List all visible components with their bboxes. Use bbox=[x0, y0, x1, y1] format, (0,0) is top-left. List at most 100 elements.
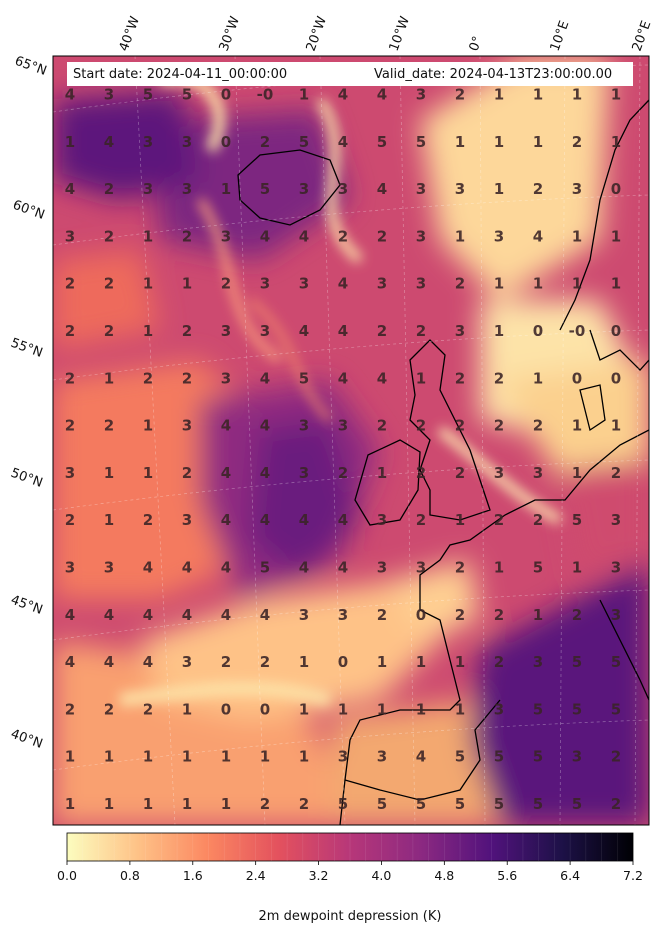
grid-value-label: 2 bbox=[416, 511, 426, 529]
colorbar-tick-label: 3.2 bbox=[309, 868, 329, 883]
grid-value-label: 1 bbox=[260, 748, 270, 766]
grid-value-label: 1 bbox=[143, 322, 153, 340]
longitude-labels: 40°W 30°W 20°W 10°W 0° 10°E 20°E bbox=[117, 14, 655, 53]
grid-value-label: 1 bbox=[455, 133, 465, 151]
grid-value-label: 2 bbox=[143, 511, 153, 529]
grid-value-label: 1 bbox=[299, 86, 309, 104]
grid-value-label: 2 bbox=[182, 464, 192, 482]
colorbar-tick-label: 7.2 bbox=[623, 868, 643, 883]
grid-value-label: 1 bbox=[143, 275, 153, 293]
colorbar: 0.0 0.8 1.6 2.4 3.2 4.0 4.8 5.6 6.4 7.2 2m dewpoi… bbox=[57, 832, 643, 924]
grid-value-label: 2 bbox=[260, 133, 270, 151]
grid-value-label: 4 bbox=[377, 180, 387, 198]
grid-value-label: 2 bbox=[65, 417, 75, 435]
grid-value-label: 3 bbox=[299, 180, 309, 198]
grid-value-label: 3 bbox=[377, 559, 387, 577]
grid-value-label: 3 bbox=[65, 559, 75, 577]
colorbar-ticks: 0.0 0.8 1.6 2.4 3.2 4.0 4.8 5.6 6.4 7.2 bbox=[57, 861, 643, 883]
lon-label-10w: 10°W bbox=[387, 14, 413, 53]
grid-value-label: 1 bbox=[416, 700, 426, 718]
grid-value-label: 2 bbox=[104, 700, 114, 718]
grid-value-label: 4 bbox=[377, 369, 387, 387]
grid-value-label: 2 bbox=[494, 511, 504, 529]
grid-value-label: 5 bbox=[533, 748, 543, 766]
grid-value-label: 2 bbox=[260, 795, 270, 813]
grid-value-label: 2 bbox=[572, 133, 582, 151]
grid-value-label: 3 bbox=[182, 417, 192, 435]
grid-value-label: 1 bbox=[572, 559, 582, 577]
grid-value-label: 4 bbox=[104, 133, 114, 151]
grid-value-label: 3 bbox=[338, 748, 348, 766]
grid-value-label: 2 bbox=[143, 369, 153, 387]
grid-value-label: 1 bbox=[377, 653, 387, 671]
grid-value-label: 1 bbox=[533, 133, 543, 151]
grid-value-label: 0 bbox=[260, 700, 270, 718]
grid-value-label: 0 bbox=[611, 322, 621, 340]
grid-value-label: 4 bbox=[221, 511, 231, 529]
grid-value-label: 4 bbox=[260, 369, 270, 387]
grid-value-label: 2 bbox=[494, 417, 504, 435]
grid-value-label: 2 bbox=[377, 322, 387, 340]
grid-value-label: 2 bbox=[65, 511, 75, 529]
grid-value-label: 4 bbox=[533, 227, 543, 245]
grid-value-label: 2 bbox=[221, 275, 231, 293]
grid-value-label: 3 bbox=[299, 275, 309, 293]
grid-value-label: 1 bbox=[377, 700, 387, 718]
grid-value-label: 2 bbox=[104, 275, 114, 293]
grid-value-label: 3 bbox=[338, 417, 348, 435]
grid-value-label: 3 bbox=[338, 180, 348, 198]
grid-value-label: 2 bbox=[455, 464, 465, 482]
grid-value-label: 5 bbox=[377, 795, 387, 813]
grid-value-label: 1 bbox=[611, 227, 621, 245]
grid-value-label: 5 bbox=[572, 700, 582, 718]
grid-value-label: 3 bbox=[65, 227, 75, 245]
grid-value-label: 4 bbox=[338, 133, 348, 151]
grid-value-label: 0 bbox=[611, 180, 621, 198]
grid-value-label: 2 bbox=[416, 464, 426, 482]
grid-value-label: 1 bbox=[65, 748, 75, 766]
grid-value-label: 3 bbox=[143, 180, 153, 198]
grid-value-label: 3 bbox=[182, 133, 192, 151]
grid-value-label: 1 bbox=[455, 653, 465, 671]
grid-value-label: 5 bbox=[143, 86, 153, 104]
grid-value-label: 5 bbox=[533, 559, 543, 577]
grid-value-label: 3 bbox=[260, 275, 270, 293]
graticule bbox=[53, 56, 649, 825]
grid-value-label: 2 bbox=[221, 653, 231, 671]
grid-value-label: 3 bbox=[338, 606, 348, 624]
grid-value-label: 4 bbox=[221, 606, 231, 624]
grid-value-label: 1 bbox=[377, 464, 387, 482]
grid-value-label: 2 bbox=[494, 369, 504, 387]
grid-value-label: 2 bbox=[611, 795, 621, 813]
grid-value-label: 2 bbox=[455, 417, 465, 435]
grid-value-label: 1 bbox=[533, 606, 543, 624]
grid-value-label: 4 bbox=[338, 86, 348, 104]
grid-value-label: 3 bbox=[533, 464, 543, 482]
grid-value-label: 5 bbox=[416, 795, 426, 813]
grid-value-label: 3 bbox=[377, 748, 387, 766]
grid-value-label: 5 bbox=[338, 795, 348, 813]
grid-value-label: 1 bbox=[494, 275, 504, 293]
grid-value-label: 1 bbox=[221, 748, 231, 766]
colorbar-tick-label: 4.8 bbox=[434, 868, 454, 883]
grid-value-label: 4 bbox=[299, 322, 309, 340]
grid-value-label: 1 bbox=[533, 369, 543, 387]
grid-value-label: 1 bbox=[143, 417, 153, 435]
grid-value-label: 2 bbox=[65, 700, 75, 718]
grid-value-label: 5 bbox=[572, 653, 582, 671]
grid-value-label: 5 bbox=[572, 511, 582, 529]
grid-value-label: 4 bbox=[260, 511, 270, 529]
grid-value-label: 1 bbox=[416, 653, 426, 671]
grid-value-label: 2 bbox=[494, 606, 504, 624]
grid-value-label: 2 bbox=[338, 464, 348, 482]
grid-value-label: 4 bbox=[65, 86, 75, 104]
grid-value-label: 2 bbox=[416, 322, 426, 340]
grid-value-label: 1 bbox=[65, 795, 75, 813]
colorbar-tick-label: 1.6 bbox=[183, 868, 203, 883]
grid-value-label: 4 bbox=[338, 322, 348, 340]
grid-value-label: 2 bbox=[611, 748, 621, 766]
grid-value-label: 3 bbox=[611, 559, 621, 577]
grid-value-label: 4 bbox=[338, 275, 348, 293]
grid-value-label: 1 bbox=[533, 86, 543, 104]
